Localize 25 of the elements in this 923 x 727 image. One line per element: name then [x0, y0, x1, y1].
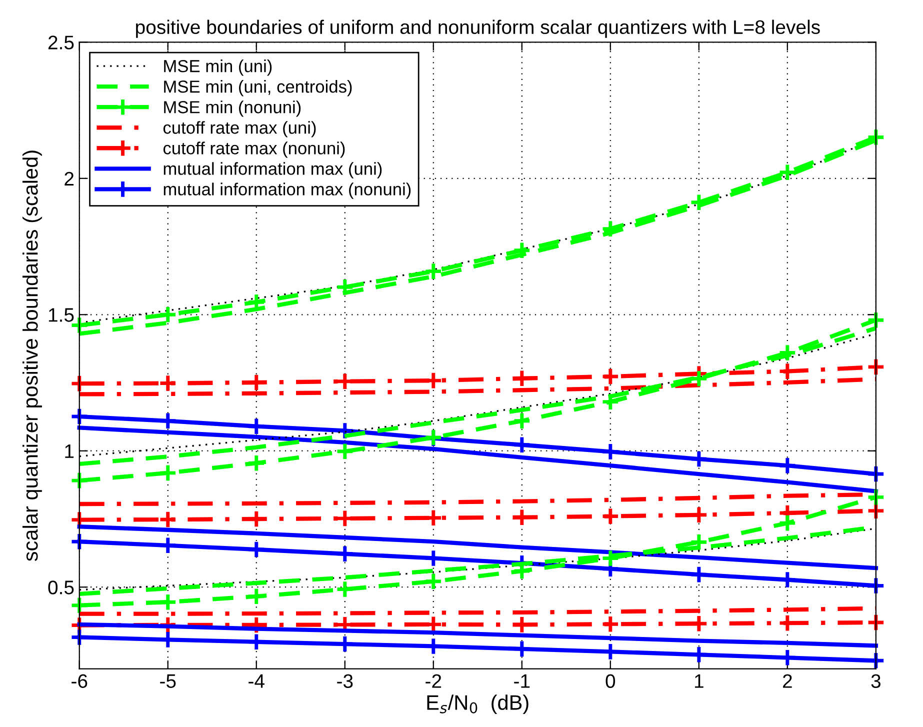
- y-tick-label: 2.5: [48, 36, 74, 50]
- legend-label: MSE min (uni, centroids): [164, 80, 352, 96]
- legend-label: MSE min (nonuni): [164, 100, 301, 117]
- chart-title: positive boundaries of uniform and nonuniform scalar quantizers with L=8 levels: [136, 20, 820, 38]
- x-tick-label: 1: [694, 674, 704, 688]
- x-tick-label: -4: [248, 674, 264, 688]
- legend-label: mutual information max (nonuni): [164, 182, 411, 199]
- x-tick-label: -6: [72, 674, 88, 688]
- legend-label: mutual information max (uni): [164, 162, 382, 178]
- x-axis-title: E$_{s}$/N$_{0}$ (dB): [427, 694, 528, 714]
- y-tick-label: 1: [65, 444, 74, 458]
- x-tick-label: 2: [782, 674, 792, 688]
- x-tick-label: 0: [606, 674, 616, 688]
- y-tick-label: 1.5: [48, 308, 74, 322]
- y-tick-label: 2: [64, 172, 74, 186]
- x-tick-label: -3: [337, 674, 353, 688]
- x-tick-label: -1: [514, 674, 530, 688]
- legend-label: cutoff rate max (nonuni): [163, 142, 345, 158]
- x-tick-label: -5: [160, 674, 176, 688]
- x-tick-label: -2: [426, 674, 442, 688]
- x-tick-label: 3: [871, 674, 880, 688]
- y-tick-label: 0.5: [48, 580, 74, 594]
- y-axis-title: scalar quantizer positive boundaries (scaled): [22, 150, 42, 562]
- legend-label: cutoff rate max (uni): [163, 121, 316, 138]
- legend-label: MSE min (uni): [164, 60, 272, 76]
